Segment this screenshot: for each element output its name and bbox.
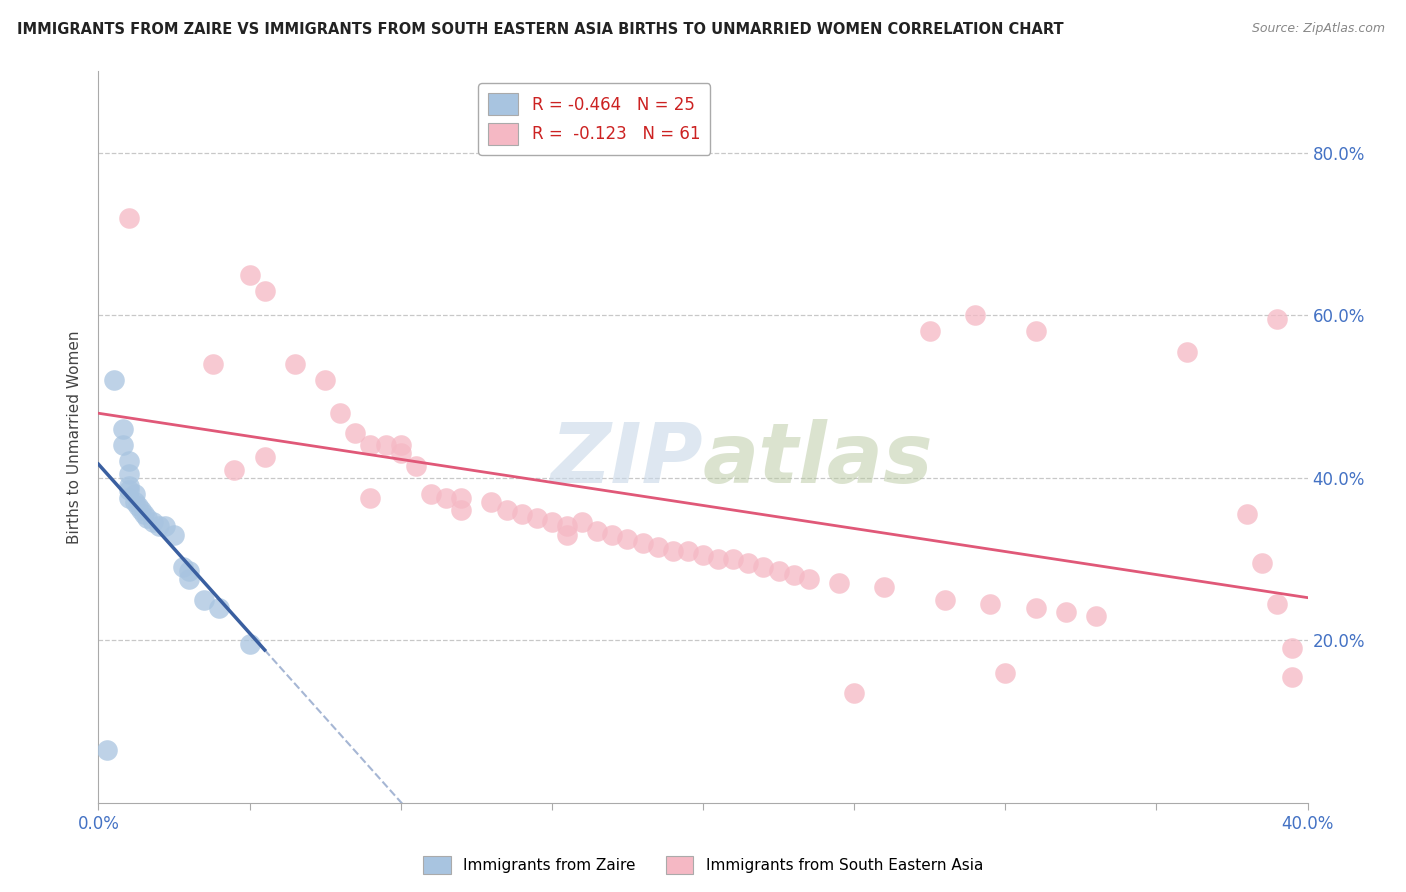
Point	[389, 446, 412, 460]
Point	[103, 373, 125, 387]
Point	[555, 527, 578, 541]
Point	[571, 516, 593, 530]
Point	[132, 508, 155, 522]
Point	[142, 516, 165, 530]
Point	[253, 450, 276, 465]
Point	[602, 527, 624, 541]
Point	[707, 552, 730, 566]
Point	[135, 511, 157, 525]
Point	[239, 637, 262, 651]
Point	[540, 516, 562, 530]
Point	[723, 552, 745, 566]
Point	[389, 438, 412, 452]
Point	[118, 479, 141, 493]
Point	[111, 422, 134, 436]
Point	[193, 592, 215, 607]
Point	[616, 532, 638, 546]
Point	[1236, 508, 1258, 522]
Point	[179, 564, 201, 578]
Point	[752, 560, 775, 574]
Point	[797, 572, 820, 586]
Text: IMMIGRANTS FROM ZAIRE VS IMMIGRANTS FROM SOUTH EASTERN ASIA BIRTHS TO UNMARRIED : IMMIGRANTS FROM ZAIRE VS IMMIGRANTS FROM…	[17, 22, 1063, 37]
Point	[124, 487, 146, 501]
Point	[179, 572, 201, 586]
Point	[737, 556, 759, 570]
Point	[329, 406, 352, 420]
Point	[783, 568, 806, 582]
Point	[118, 467, 141, 481]
Point	[844, 686, 866, 700]
Point	[828, 576, 851, 591]
Point	[1267, 597, 1289, 611]
Point	[118, 454, 141, 468]
Point	[208, 600, 231, 615]
Point	[994, 665, 1017, 680]
Point	[374, 438, 396, 452]
Point	[555, 519, 578, 533]
Text: atlas: atlas	[703, 418, 934, 500]
Point	[510, 508, 533, 522]
Point	[692, 548, 714, 562]
Point	[96, 743, 118, 757]
Point	[111, 438, 134, 452]
Point	[768, 564, 790, 578]
Point	[934, 592, 956, 607]
Point	[253, 284, 276, 298]
Legend: Immigrants from Zaire, Immigrants from South Eastern Asia: Immigrants from Zaire, Immigrants from S…	[418, 850, 988, 880]
Text: Source: ZipAtlas.com: Source: ZipAtlas.com	[1251, 22, 1385, 36]
Point	[172, 560, 194, 574]
Point	[450, 503, 472, 517]
Point	[163, 527, 186, 541]
Point	[118, 211, 141, 225]
Point	[124, 495, 146, 509]
Point	[1024, 325, 1046, 339]
Point	[118, 483, 141, 497]
Point	[284, 357, 307, 371]
Point	[631, 535, 654, 549]
Point	[1175, 344, 1198, 359]
Point	[873, 581, 896, 595]
Point	[1267, 312, 1289, 326]
Point	[420, 487, 443, 501]
Point	[202, 357, 225, 371]
Point	[153, 519, 176, 533]
Point	[148, 519, 170, 533]
Point	[586, 524, 609, 538]
Point	[129, 503, 152, 517]
Point	[661, 544, 683, 558]
Point	[918, 325, 941, 339]
Point	[405, 458, 427, 473]
Point	[965, 308, 987, 322]
Point	[481, 495, 503, 509]
Point	[495, 503, 517, 517]
Point	[1281, 670, 1303, 684]
Point	[118, 491, 141, 505]
Point	[676, 544, 699, 558]
Point	[314, 373, 336, 387]
Point	[526, 511, 548, 525]
Point	[239, 268, 262, 282]
Point	[224, 462, 246, 476]
Point	[1024, 600, 1046, 615]
Text: ZIP: ZIP	[550, 418, 703, 500]
Point	[360, 491, 382, 505]
Point	[647, 540, 669, 554]
Legend: R = -0.464   N = 25, R =  -0.123   N = 61: R = -0.464 N = 25, R = -0.123 N = 61	[478, 83, 710, 154]
Point	[1281, 641, 1303, 656]
Point	[450, 491, 472, 505]
Point	[979, 597, 1001, 611]
Point	[1251, 556, 1274, 570]
Point	[434, 491, 457, 505]
Point	[1085, 608, 1108, 623]
Point	[1054, 605, 1077, 619]
Point	[360, 438, 382, 452]
Point	[344, 425, 367, 440]
Point	[127, 499, 149, 513]
Y-axis label: Births to Unmarried Women: Births to Unmarried Women	[67, 330, 83, 544]
